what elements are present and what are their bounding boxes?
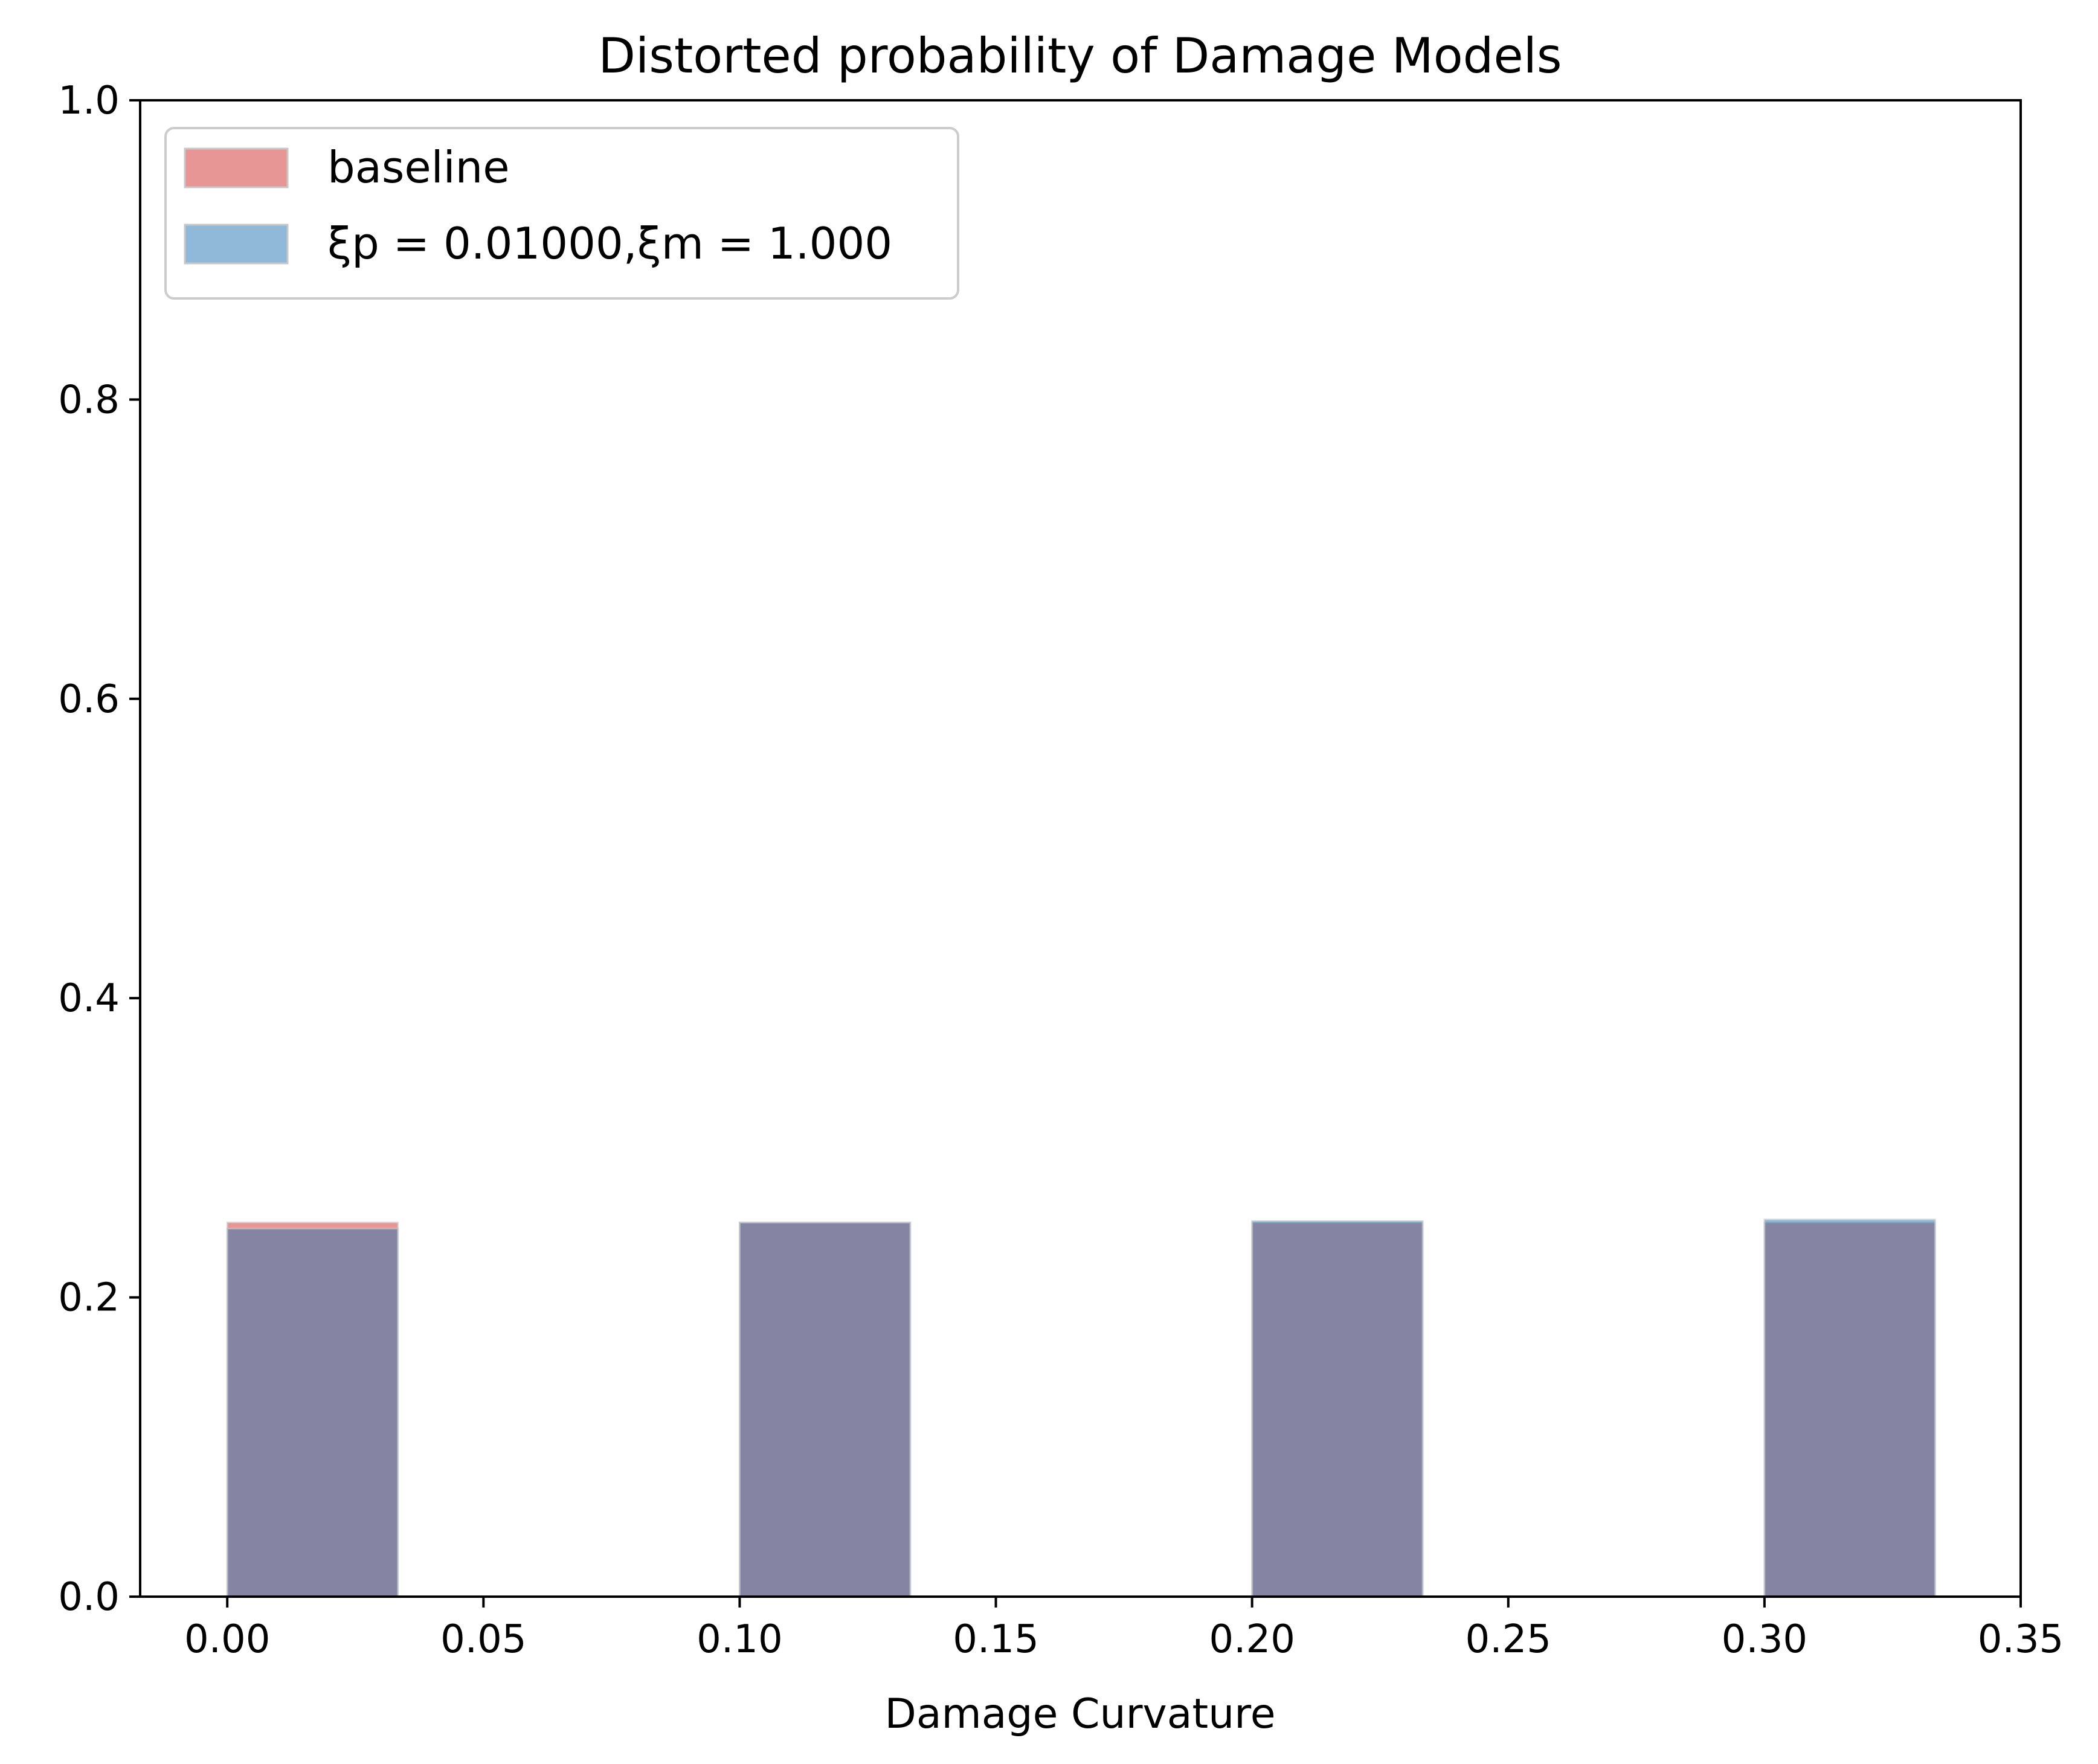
legend-label-distorted: ξp = 0.01000,ξm = 1.000: [327, 218, 892, 269]
legend-patch-baseline: [184, 147, 289, 188]
x-tick-label: 0.00: [184, 1617, 271, 1662]
plot-frame: [139, 99, 2022, 1598]
y-tick-label: 0.0: [58, 1575, 120, 1620]
x-axis-label: Damage Curvature: [884, 1690, 1275, 1738]
bar-series-1-bin-2: [1251, 1220, 1424, 1598]
x-tick-label: 0.20: [1209, 1617, 1295, 1662]
y-tick-label: 0.6: [58, 677, 120, 722]
chart-title: Distorted probability of Damage Models: [598, 28, 1562, 84]
x-tick-label: 0.30: [1722, 1617, 1808, 1662]
y-tick-label: 0.2: [58, 1276, 120, 1321]
legend: baseline ξp = 0.01000,ξm = 1.000: [164, 127, 959, 300]
bar-series-1-bin-0: [226, 1228, 399, 1598]
x-tick-label: 0.15: [953, 1617, 1039, 1662]
x-tick-label: 0.05: [440, 1617, 527, 1662]
x-tick-label: 0.35: [1978, 1617, 2064, 1662]
y-axis: 0.0 0.2 0.4 0.6 0.8 1.0: [58, 79, 140, 1620]
bar-series-1-bin-1: [738, 1222, 912, 1598]
y-tick-label: 1.0: [58, 79, 120, 123]
legend-patch-distorted: [184, 224, 289, 265]
y-tick-label: 0.4: [58, 976, 120, 1021]
legend-box: [164, 127, 959, 300]
x-tick-label: 0.10: [697, 1617, 783, 1662]
x-axis: 0.00 0.05 0.10 0.15 0.20 0.25 0.30 0.35: [184, 1597, 2064, 1662]
legend-label-baseline: baseline: [327, 142, 510, 193]
bars-layer: [226, 1218, 1936, 1598]
bar-series-1-bin-3: [1763, 1218, 1936, 1598]
y-tick-label: 0.8: [58, 378, 120, 422]
x-tick-label: 0.25: [1466, 1617, 1552, 1662]
